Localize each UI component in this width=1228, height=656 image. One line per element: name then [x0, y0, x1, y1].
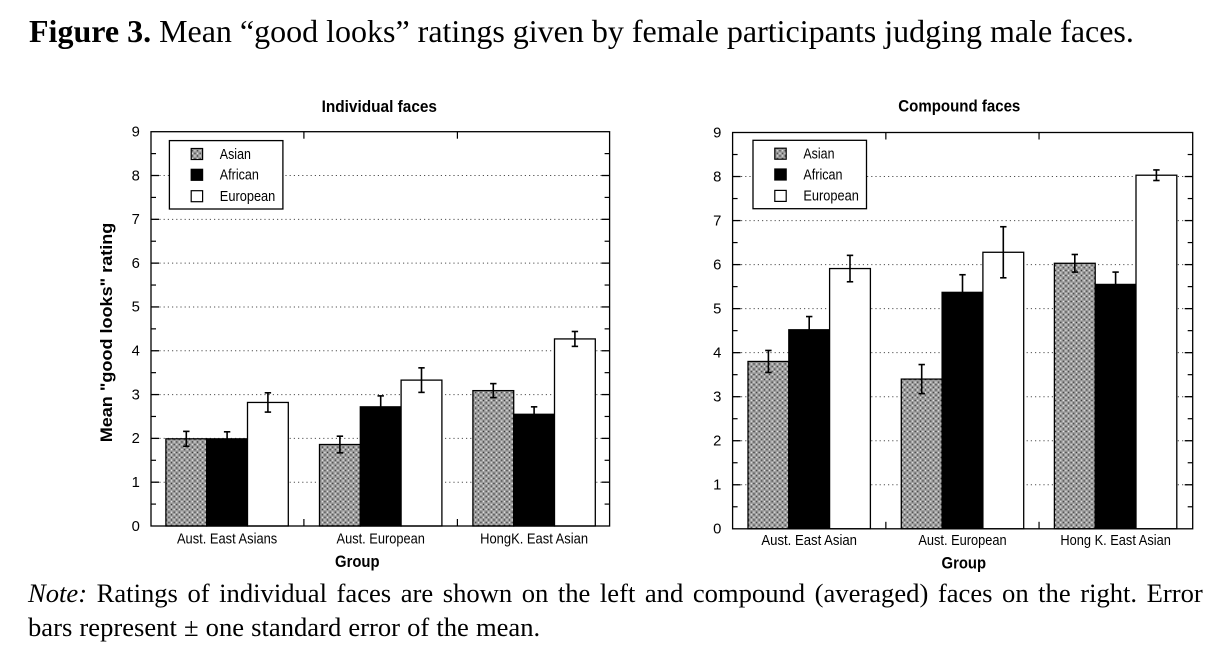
svg-text:4: 4 [132, 344, 140, 360]
svg-text:Group: Group [335, 552, 380, 571]
svg-text:African: African [220, 168, 259, 184]
svg-text:Asian: Asian [803, 147, 834, 163]
svg-text:Hong K. East Asian: Hong K. East Asian [1060, 533, 1171, 549]
svg-text:7: 7 [132, 212, 140, 228]
svg-text:5: 5 [132, 300, 140, 316]
svg-text:Compound faces: Compound faces [898, 97, 1020, 116]
svg-text:3: 3 [132, 387, 140, 403]
svg-text:8: 8 [713, 169, 721, 185]
svg-text:Aust. European: Aust. European [337, 532, 425, 548]
svg-text:0: 0 [713, 522, 721, 538]
svg-text:Aust. East Asians: Aust. East Asians [177, 532, 277, 548]
svg-text:Aust. East Asian: Aust. East Asian [761, 533, 857, 549]
svg-text:8: 8 [132, 168, 140, 184]
svg-text:4: 4 [713, 345, 721, 361]
svg-text:6: 6 [132, 256, 140, 272]
svg-text:7: 7 [713, 213, 721, 229]
svg-text:Mean "good looks" rating: Mean "good looks" rating [97, 223, 116, 443]
svg-text:Asian: Asian [220, 147, 251, 163]
svg-text:European: European [803, 189, 859, 205]
svg-text:2: 2 [713, 434, 721, 450]
svg-text:9: 9 [132, 125, 140, 141]
svg-text:9: 9 [713, 125, 721, 141]
svg-text:6: 6 [713, 257, 721, 273]
svg-text:1: 1 [132, 475, 140, 491]
svg-text:5: 5 [713, 301, 721, 317]
svg-text:0: 0 [132, 519, 140, 535]
svg-text:HongK. East Asian: HongK. East Asian [480, 532, 588, 548]
svg-text:African: African [803, 167, 842, 183]
svg-text:2: 2 [132, 431, 140, 447]
svg-text:European: European [220, 189, 276, 205]
svg-text:3: 3 [713, 390, 721, 406]
svg-text:Group: Group [942, 553, 987, 572]
svg-text:Aust. European: Aust. European [918, 533, 1006, 549]
svg-text:1: 1 [713, 478, 721, 494]
svg-text:Individual faces: Individual faces [322, 97, 437, 116]
